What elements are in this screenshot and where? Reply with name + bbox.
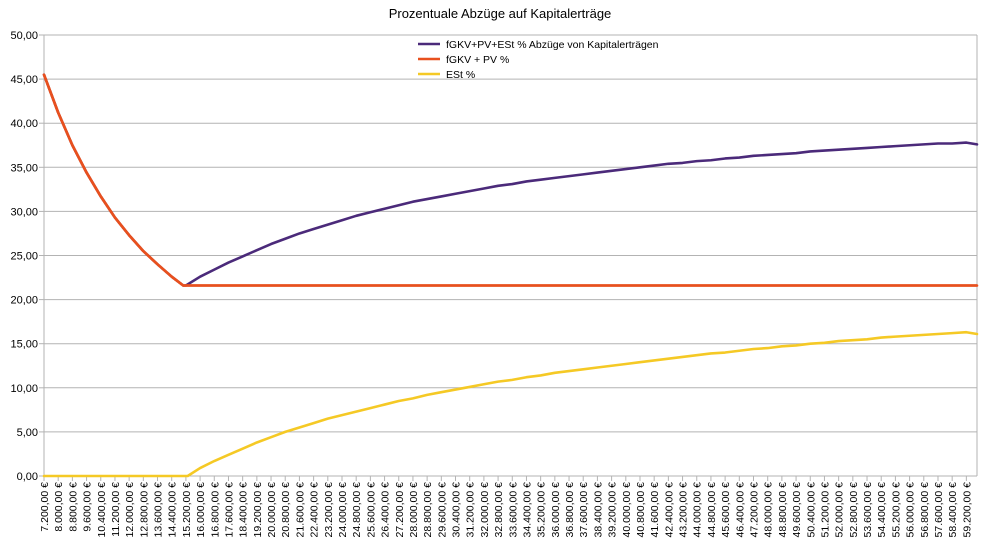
x-tick-label: 8.000,00 € — [53, 482, 65, 532]
x-tick-label: 30.400,00 € — [451, 482, 463, 538]
x-tick-label: 20.800,00 € — [280, 482, 292, 538]
x-tick-label: 39.200,00 € — [607, 482, 619, 538]
x-tick-label: 36.800,00 € — [564, 482, 576, 538]
x-tick-label: 49.600,00 € — [791, 482, 803, 538]
x-tick-label: 15.200,00 € — [181, 482, 193, 538]
x-tick-label: 28.800,00 € — [422, 482, 434, 538]
x-tick-label: 21.600,00 € — [294, 482, 306, 538]
x-tick-label: 53.600,00 € — [862, 482, 874, 538]
x-tick-label: 20.000,00 € — [266, 482, 278, 538]
x-tick-label: 55.200,00 € — [890, 482, 902, 538]
x-tick-label: 56.800,00 € — [919, 482, 931, 538]
x-tick-label: 14.400,00 € — [167, 482, 179, 538]
series-line-3 — [42, 330, 979, 478]
x-tick-label: 36.000,00 € — [550, 482, 562, 538]
grid-lines — [43, 34, 978, 477]
x-tick-label: 25.600,00 € — [365, 482, 377, 538]
x-tick-label: 33.600,00 € — [507, 482, 519, 538]
x-tick-label: 12.800,00 € — [138, 482, 150, 538]
legend-label-3: ESt % — [446, 69, 475, 81]
x-tick-label: 54.400,00 € — [876, 482, 888, 538]
y-tick-label: 40,00 — [10, 118, 38, 130]
x-tick-label: 35.200,00 € — [536, 482, 548, 538]
x-tick-label: 27.200,00 € — [394, 482, 406, 538]
x-tick-label: 37.600,00 € — [578, 482, 590, 538]
x-tick-label: 52.800,00 € — [848, 482, 860, 538]
y-tick-label: 20,00 — [10, 295, 38, 307]
x-tick-label: 12.000,00 € — [124, 482, 136, 538]
x-tick-label: 26.400,00 € — [380, 482, 392, 538]
x-tick-label: 46.400,00 € — [734, 482, 746, 538]
series-line-1 — [42, 73, 979, 287]
x-tick-label: 16.000,00 € — [195, 482, 207, 538]
x-tick-label: 32.000,00 € — [479, 482, 491, 538]
x-tick-label: 10.400,00 € — [96, 482, 108, 538]
x-tick-label: 18.400,00 € — [238, 482, 250, 538]
y-tick-label: 50,00 — [10, 30, 38, 42]
series-line-2-overlay — [42, 74, 977, 287]
x-tick-label: 16.800,00 € — [209, 482, 221, 538]
x-tick-label: 48.800,00 € — [777, 482, 789, 538]
y-tick-label: 25,00 — [10, 251, 38, 263]
x-tick-label: 57.600,00 € — [933, 482, 945, 538]
x-tick-label: 24.000,00 € — [337, 482, 349, 538]
y-tick-label: 45,00 — [10, 74, 38, 86]
x-axis: 7.200,00 €8.000,00 €8.800,00 €9.600,00 €… — [39, 476, 973, 537]
x-tick-label: 32.800,00 € — [493, 482, 505, 538]
x-tick-label: 50.400,00 € — [805, 482, 817, 538]
x-tick-label: 51.200,00 € — [819, 482, 831, 538]
x-tick-label: 47.200,00 € — [749, 482, 761, 538]
y-tick-label: 10,00 — [10, 383, 38, 395]
x-tick-label: 19.200,00 € — [252, 482, 264, 538]
x-tick-label: 59.200,00 € — [961, 482, 973, 538]
x-tick-label: 9.600,00 € — [82, 482, 94, 532]
x-tick-label: 41.600,00 € — [649, 482, 661, 538]
x-tick-label: 23.200,00 € — [323, 482, 335, 538]
x-tick-label: 44.000,00 € — [692, 482, 704, 538]
x-tick-label: 43.200,00 € — [678, 482, 690, 538]
x-tick-label: 29.600,00 € — [436, 482, 448, 538]
x-tick-label: 24.800,00 € — [351, 482, 363, 538]
x-tick-label: 38.400,00 € — [592, 482, 604, 538]
legend-label-2: fGKV + PV % — [446, 54, 509, 66]
x-tick-label: 22.400,00 € — [309, 482, 321, 538]
y-tick-label: 5,00 — [17, 427, 38, 439]
legend-label-1: fGKV+PV+ESt % Abzüge von Kapitalerträgen — [446, 39, 659, 51]
x-tick-label: 17.600,00 € — [223, 482, 235, 538]
series-lines — [42, 73, 979, 478]
x-tick-label: 40.000,00 € — [621, 482, 633, 538]
x-tick-label: 44.800,00 € — [706, 482, 718, 538]
y-tick-label: 35,00 — [10, 162, 38, 174]
x-tick-label: 48.000,00 € — [763, 482, 775, 538]
x-tick-label: 52.000,00 € — [834, 482, 846, 538]
x-tick-label: 7.200,00 € — [39, 482, 51, 532]
x-tick-label: 13.600,00 € — [153, 482, 165, 538]
x-tick-label: 31.200,00 € — [465, 482, 477, 538]
legend: fGKV+PV+ESt % Abzüge von Kapitalerträgen… — [418, 39, 659, 81]
x-tick-label: 8.800,00 € — [67, 482, 79, 532]
y-tick-label: 30,00 — [10, 206, 38, 218]
chart-title: Prozentuale Abzüge auf Kapitalerträge — [388, 6, 612, 21]
series-line-2 — [42, 73, 979, 287]
x-tick-label: 28.000,00 € — [408, 482, 420, 538]
x-tick-label: 34.400,00 € — [521, 482, 533, 538]
x-tick-label: 40.800,00 € — [635, 482, 647, 538]
x-tick-label: 56.000,00 € — [905, 482, 917, 538]
x-tick-label: 11.200,00 € — [110, 482, 122, 537]
x-tick-label: 45.600,00 € — [720, 482, 732, 538]
x-tick-label: 42.400,00 € — [663, 482, 675, 538]
y-tick-label: 0,00 — [17, 471, 38, 483]
x-tick-label: 58.400,00 € — [947, 482, 959, 538]
y-axis: 0,00 5,00 10,00 15,00 20,00 25,00 30,00 35,00 40… — [10, 30, 44, 483]
y-tick-label: 15,00 — [10, 339, 38, 351]
